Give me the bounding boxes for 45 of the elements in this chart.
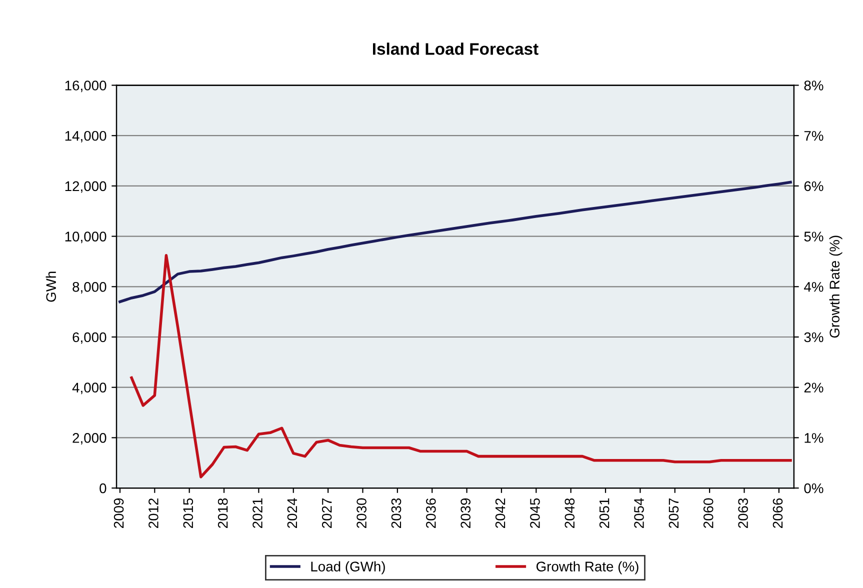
y2-tick-label: 4% [804, 282, 824, 292]
x-tick-label: 2066 [772, 498, 783, 528]
legend-label: Growth Rate (%) [536, 561, 638, 574]
x-tick-label: 2027 [322, 498, 332, 528]
x-tick-label: 2060 [703, 498, 714, 528]
y-tick-label: 2,000 [72, 433, 106, 444]
y-axis-title: GWh [46, 272, 56, 302]
line-series [118, 180, 792, 304]
y-tick-label: 8,000 [72, 282, 106, 294]
y-tick-label: 0 [100, 483, 106, 494]
x-tick-label: 2009 [114, 498, 124, 528]
x-tick-label: 2048 [564, 498, 575, 528]
y2-tick-label: 3% [804, 332, 824, 342]
x-tick-label: 2033 [391, 498, 402, 528]
y2-tick-label: 0% [804, 483, 824, 494]
y-tick-label: 6,000 [72, 332, 106, 344]
x-tick-label: 2012 [148, 498, 158, 528]
x-tick-label: 2054 [634, 498, 644, 528]
x-tick-label: 2018 [218, 498, 228, 528]
y2-axis-title: Growth Rate (%) [829, 236, 842, 338]
y2-tick-label: 5% [804, 232, 824, 242]
y2-tick-label: 6% [804, 181, 824, 192]
y-tick-label: 10,000 [65, 232, 106, 244]
y-tick-label: 12,000 [65, 181, 106, 193]
x-tick-label: 2063 [738, 498, 748, 528]
y2-tick-label: 1% [804, 433, 824, 443]
y-tick-label: 16,000 [65, 80, 106, 92]
y2-tick-label: 2% [804, 382, 824, 392]
x-tick-label: 2024 [287, 498, 298, 528]
line-series [130, 254, 792, 478]
y2-tick-label: 8% [804, 80, 824, 90]
legend-label: Load (GWh) [311, 561, 385, 574]
x-tick-label: 2042 [495, 498, 506, 528]
y-tick-label: 4,000 [72, 382, 106, 394]
x-tick-label: 2057 [668, 498, 679, 528]
y-tick-label: 14,000 [65, 130, 106, 142]
x-tick-label: 2051 [599, 498, 610, 528]
y2-tick-label: 7% [804, 131, 824, 141]
x-tick-label: 2036 [426, 498, 436, 528]
chart-title: Island Load Forecast [373, 42, 538, 55]
x-tick-label: 2015 [183, 498, 194, 528]
x-tick-label: 2045 [530, 498, 540, 528]
x-tick-label: 2039 [460, 498, 471, 528]
x-tick-label: 2030 [356, 498, 366, 528]
x-tick-label: 2021 [252, 498, 262, 528]
